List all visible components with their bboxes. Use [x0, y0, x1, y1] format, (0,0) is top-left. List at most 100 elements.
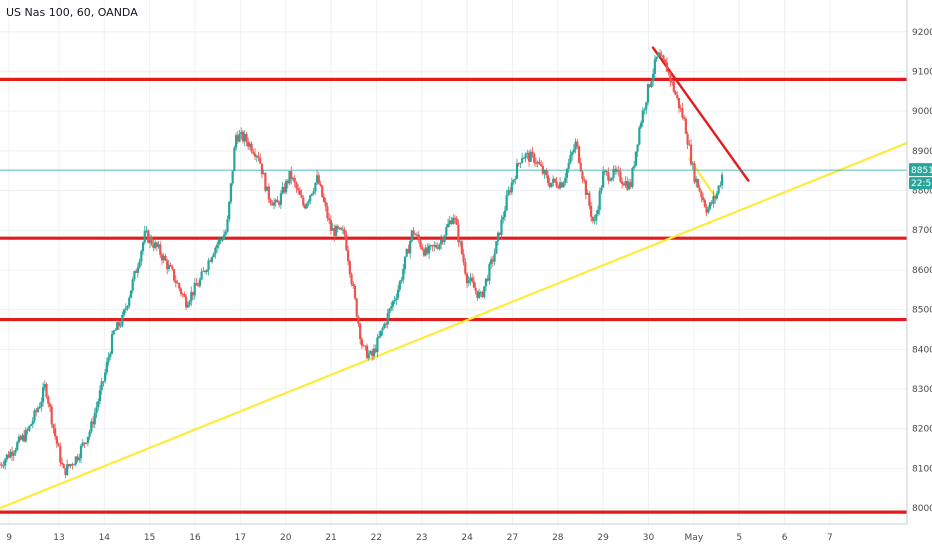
candle-body	[195, 282, 198, 286]
candle-body	[502, 216, 505, 220]
candle-body	[367, 353, 370, 359]
candle-body	[12, 452, 15, 456]
y-tick-label: 8000.0	[912, 504, 932, 514]
candle-body	[28, 426, 31, 431]
candle-body	[591, 216, 594, 221]
candle-body	[19, 436, 22, 440]
x-tick-label: 9	[6, 533, 12, 543]
candle-body	[521, 158, 524, 163]
candle-body	[14, 450, 17, 453]
candle-body	[48, 403, 52, 407]
candle-body	[719, 185, 722, 187]
candle-body	[36, 408, 40, 412]
candle-body	[341, 229, 345, 231]
candle-body	[91, 421, 95, 425]
x-tick-label: 16	[189, 533, 201, 543]
candle-body	[321, 185, 324, 198]
candle-body	[603, 171, 606, 173]
candle-body	[538, 161, 541, 165]
candle-body	[102, 381, 105, 383]
candle-body	[167, 264, 170, 270]
candle-body	[157, 244, 160, 247]
candle-body	[210, 257, 214, 262]
candle-body	[422, 249, 426, 256]
x-tick-label: 30	[643, 533, 655, 543]
candle-body	[135, 271, 138, 273]
candle-body	[586, 192, 589, 195]
candle-body	[669, 72, 672, 82]
x-tick-label: 23	[416, 533, 427, 543]
trendlines	[0, 46, 909, 510]
horizontal-levels	[0, 77, 907, 514]
candle-body	[658, 52, 662, 56]
candle-body	[159, 244, 162, 255]
candle-body	[552, 178, 555, 183]
candle-body	[136, 267, 139, 273]
candle-body	[479, 291, 482, 293]
candle-body	[555, 181, 558, 187]
candle-body	[595, 214, 598, 221]
candle-body	[557, 186, 560, 189]
candle-body	[79, 445, 83, 458]
candle-body	[524, 153, 527, 158]
candle-body	[121, 314, 124, 326]
candle-body	[309, 195, 312, 201]
candle-body	[172, 269, 176, 281]
candle-body	[160, 254, 164, 261]
candle-body	[700, 191, 703, 198]
candle-body	[259, 157, 262, 164]
candle-body	[457, 224, 460, 242]
candle-body	[315, 175, 319, 183]
candle-body	[317, 175, 320, 184]
y-tick-label: 9200.0	[912, 28, 932, 38]
countdown-label: 22:51	[911, 179, 932, 189]
candle-body	[198, 279, 202, 287]
candle-body	[333, 228, 336, 237]
candle-body	[378, 336, 381, 338]
candle-body	[419, 240, 422, 248]
candle-body	[510, 182, 513, 193]
candle-body	[583, 179, 586, 181]
candle-body	[426, 247, 429, 254]
candle-body	[16, 442, 19, 451]
candle-body	[650, 81, 653, 87]
candle-body	[216, 244, 219, 248]
candle-body	[190, 291, 193, 302]
candle-body	[689, 144, 693, 165]
candle-body	[283, 186, 286, 193]
candle-body	[674, 91, 677, 95]
candle-body	[186, 304, 189, 308]
candle-body	[562, 182, 565, 188]
candle-body	[407, 249, 410, 254]
candle-body	[610, 177, 613, 181]
candle-body	[465, 273, 469, 284]
candle-body	[548, 182, 551, 187]
candle-body	[515, 163, 519, 179]
candle-body	[564, 177, 567, 183]
candle-body	[369, 351, 372, 354]
candle-body	[546, 175, 550, 183]
candle-body	[326, 206, 329, 219]
candle-body	[543, 170, 546, 174]
candle-body	[300, 194, 303, 198]
candle-body	[71, 464, 74, 466]
x-tick-label: 21	[325, 533, 336, 543]
y-tick-label: 8300.0	[912, 385, 932, 395]
candle-body	[40, 401, 43, 407]
candle-body	[169, 264, 172, 267]
candle-body	[298, 190, 301, 195]
candle-body	[484, 278, 488, 287]
candle-body	[471, 277, 474, 282]
candle-body	[684, 118, 687, 134]
candle-body	[608, 180, 612, 182]
x-tick-label: 13	[53, 533, 64, 543]
candle-body	[129, 290, 133, 298]
candle-body	[714, 196, 717, 199]
candle-body	[576, 141, 579, 147]
candle-body	[598, 190, 601, 210]
candle-body	[133, 271, 136, 280]
candle-body	[676, 94, 679, 98]
candle-body	[584, 180, 588, 195]
candle-body	[0, 464, 3, 466]
